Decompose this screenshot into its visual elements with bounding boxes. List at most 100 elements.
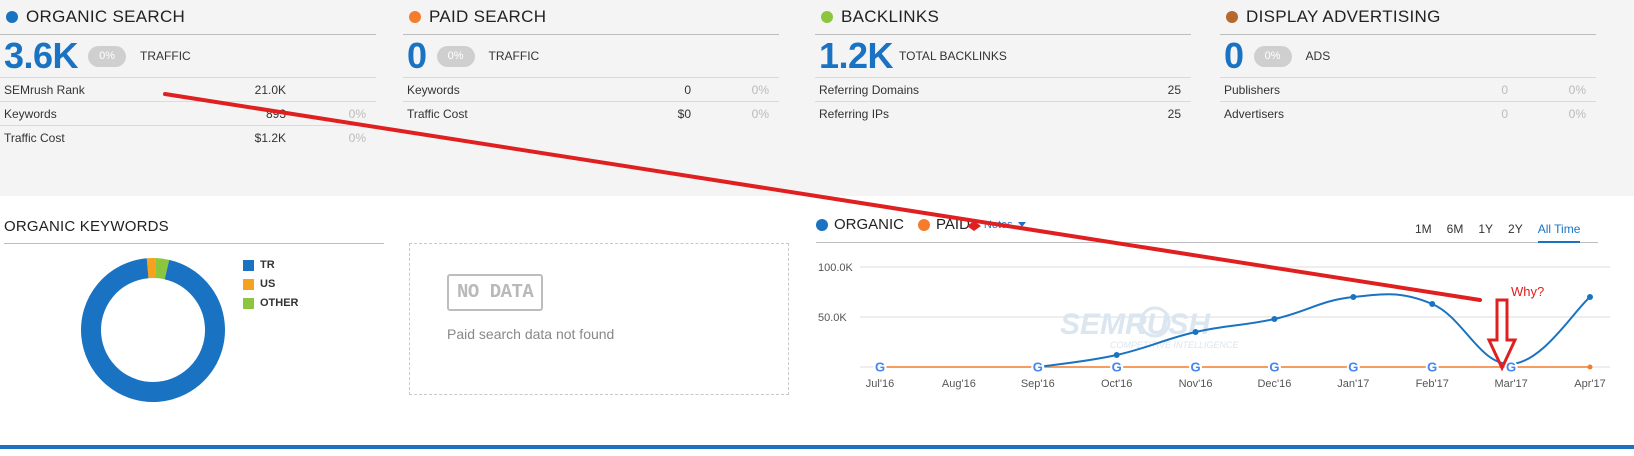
metric-label: Referring IPs [819, 107, 890, 121]
range-tab-all-time[interactable]: All Time [1537, 222, 1581, 243]
metric-value[interactable]: 25 [1167, 83, 1181, 97]
x-tick-label: Dec'16 [1257, 378, 1291, 390]
metric-value[interactable]: $0 [677, 107, 691, 121]
metric-label: Publishers [1224, 83, 1281, 97]
legend-swatch-icon [243, 278, 254, 290]
organic-data-point[interactable] [1350, 294, 1357, 300]
paid-traffic-value[interactable]: 0 [407, 35, 427, 76]
paid-search-nodata-box: NO DATA Paid search data not found [409, 243, 789, 395]
paid-series-dot-icon [918, 218, 931, 231]
traffic-cost-row: Traffic Cost $1.2K 0% [0, 125, 376, 149]
organic-keywords-donut[interactable] [78, 255, 228, 405]
x-tick-label: Jan'17 [1337, 378, 1369, 390]
x-tick-label: Aug'16 [942, 378, 976, 390]
range-tabs: 1M 6M 1Y 2Y All Time [1415, 222, 1581, 243]
organic-traffic-value[interactable]: 3.6K [4, 35, 79, 76]
range-tab-1m[interactable]: 1M [1415, 222, 1432, 236]
paid-keywords-row: Keywords 0 0% [403, 77, 779, 101]
metric-label: Traffic Cost [407, 107, 468, 121]
legend-item-us[interactable]: US [243, 278, 275, 290]
google-update-icon[interactable]: G [1425, 360, 1439, 375]
svg-text:G: G [875, 360, 885, 375]
paid-search-title[interactable]: PAID SEARCH [429, 7, 547, 26]
organic-keywords-divider [4, 243, 384, 244]
y-tick-label: 100.0K [818, 262, 854, 274]
backlinks-dot-icon [821, 11, 833, 23]
metric-label: Keywords [407, 83, 460, 97]
series-label: ORGANIC [834, 216, 905, 233]
series-toggle-paid[interactable]: PAID [918, 216, 970, 233]
google-update-icon[interactable]: G [1267, 360, 1281, 375]
organic-data-point[interactable] [1429, 301, 1436, 307]
metric-value[interactable]: 25 [1167, 107, 1181, 121]
paid-traffic-pct: 0% [436, 45, 475, 67]
metric-value[interactable]: 0 [1501, 107, 1508, 121]
notes-dropdown[interactable]: Notes [984, 219, 1026, 231]
display-advertising-title[interactable]: DISPLAY ADVERTISING [1246, 7, 1441, 26]
svg-text:G: G [1427, 360, 1437, 375]
ads-pct: 0% [1253, 45, 1292, 67]
organic-search-title[interactable]: ORGANIC SEARCH [26, 7, 186, 26]
organic-traffic-label: TRAFFIC [140, 49, 191, 63]
no-data-message: Paid search data not found [447, 326, 615, 342]
legend-item-tr[interactable]: TR [243, 259, 275, 271]
organic-data-point[interactable] [1192, 329, 1199, 335]
organic-data-point[interactable] [1271, 316, 1278, 322]
svg-text:G: G [1269, 360, 1279, 375]
summary-panels: ORGANIC SEARCH 3.6K 0% TRAFFIC SEMrush R… [0, 0, 1634, 196]
metric-label: Traffic Cost [4, 131, 65, 145]
trend-chart-header: ORGANIC PAID Notes [816, 216, 1026, 233]
google-update-icon[interactable]: G [1189, 360, 1203, 375]
metric-value[interactable]: 893 [265, 107, 286, 121]
series-toggle-organic[interactable]: ORGANIC [816, 216, 904, 233]
advertisers-row: Advertisers 0 0% [1220, 101, 1596, 125]
google-update-icon[interactable]: G [1031, 360, 1045, 375]
google-update-icon[interactable]: G [1346, 360, 1360, 375]
google-update-icon[interactable]: G [1110, 360, 1124, 375]
notes-label: Notes [983, 218, 1013, 231]
metric-pct: 0% [348, 107, 366, 121]
x-tick-label: Jul'16 [866, 378, 894, 390]
svg-text:G: G [1348, 360, 1358, 375]
semrush-watermark: SEMRUSH [1060, 308, 1211, 341]
x-tick-label: Oct'16 [1101, 378, 1132, 390]
metric-label: Referring Domains [819, 83, 920, 97]
donut-slice-tr[interactable] [81, 258, 225, 402]
backlinks-title[interactable]: BACKLINKS [841, 7, 940, 26]
metric-value[interactable]: 0 [1501, 83, 1508, 97]
total-backlinks-value[interactable]: 1.2K [819, 35, 894, 76]
metric-value[interactable]: $1.2K [254, 131, 286, 145]
organic-traffic-pct: 0% [88, 45, 127, 67]
paid-traffic-cost-row: Traffic Cost $0 0% [403, 101, 779, 125]
total-backlinks-label: TOTAL BACKLINKS [899, 49, 1007, 63]
y-tick-label: 50.0K [818, 312, 847, 324]
paid-traffic-label: TRAFFIC [488, 49, 540, 63]
range-tab-2y[interactable]: 2Y [1508, 222, 1523, 236]
ads-value[interactable]: 0 [1224, 35, 1244, 76]
google-update-icon[interactable]: G [1504, 360, 1518, 375]
organic-data-point[interactable] [1587, 294, 1593, 300]
range-tab-1y[interactable]: 1Y [1478, 222, 1494, 236]
organic-keywords-title[interactable]: ORGANIC KEYWORDS [4, 218, 169, 235]
publishers-row: Publishers 0 0% [1220, 77, 1596, 101]
no-data-badge: NO DATA [447, 274, 544, 311]
legend-item-other[interactable]: OTHER [243, 297, 299, 309]
metric-pct: 0% [1568, 83, 1586, 97]
metric-pct: 0% [1568, 107, 1586, 121]
metric-value[interactable]: 0 [684, 83, 691, 97]
watermark-logo-icon [1139, 306, 1171, 338]
semrush-watermark-sub: COMPETITIVE INTELLIGENCE [1110, 340, 1240, 350]
legend-swatch-icon [243, 297, 254, 309]
organic-data-point[interactable] [1113, 352, 1120, 358]
metric-label: SEMrush Rank [4, 83, 85, 97]
semrush-rank-row: SEMrush Rank 21.0K [0, 77, 376, 101]
legend-label: TR [260, 259, 275, 271]
metric-value[interactable]: 21.0K [254, 83, 286, 97]
paid-data-point[interactable] [1587, 364, 1593, 370]
svg-text:G: G [1506, 360, 1516, 375]
metric-pct: 0% [751, 83, 769, 97]
metric-label: Keywords [4, 107, 57, 121]
range-tab-6m[interactable]: 6M [1446, 222, 1464, 236]
google-update-icon[interactable]: G [873, 360, 887, 375]
